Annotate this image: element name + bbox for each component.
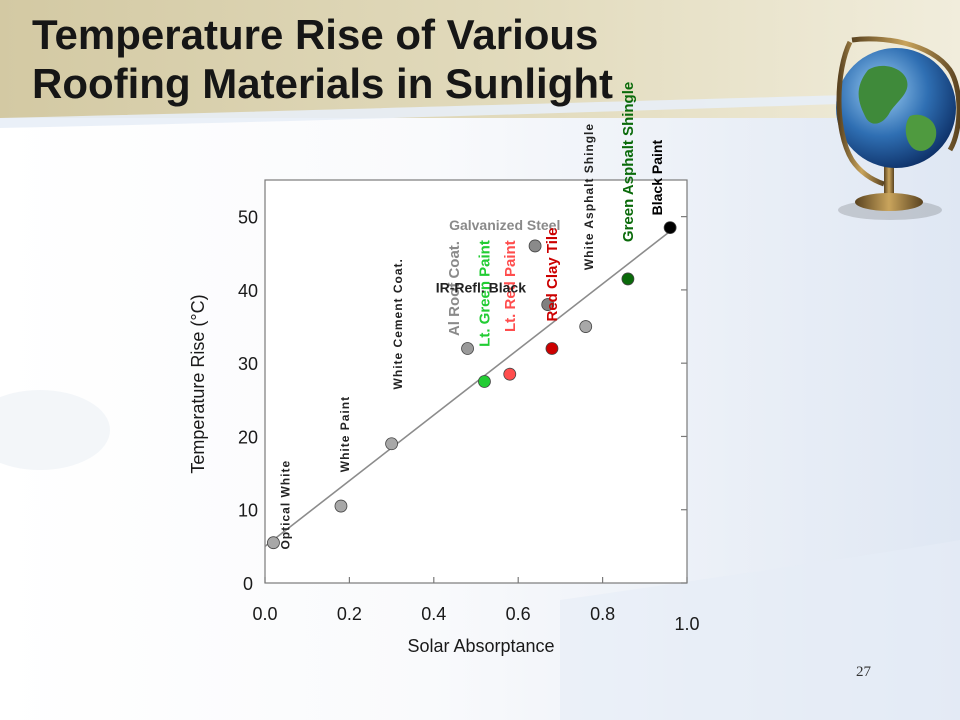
data-point: [461, 342, 474, 355]
page-number: 27: [856, 664, 871, 680]
trend-line: [264, 230, 671, 547]
point-labels: Optical White White Paint White Cement Coa…: [279, 82, 665, 550]
point-label: Black Paint: [649, 140, 665, 216]
point-label: Optical White: [279, 460, 293, 550]
y-tick-label: 10: [238, 501, 258, 521]
x-tick-label: 0.4: [421, 604, 446, 624]
x-tick-label: 0.6: [506, 604, 531, 624]
point-label: White Cement Coat.: [391, 258, 405, 389]
data-point: [541, 298, 555, 311]
data-point: [385, 437, 399, 451]
x-axis: 0.0 0.2 0.4 0.6 0.8 1.0: [252, 577, 700, 634]
y-tick-label: 0: [243, 574, 253, 594]
y-axis: 0 10 20 30 40 50: [238, 208, 687, 594]
point-label: Lt. Red Paint: [502, 240, 519, 332]
data-point: [478, 375, 491, 388]
data-points: [267, 221, 677, 550]
data-point: [621, 272, 635, 286]
data-point: [503, 367, 517, 381]
globe-icon: [836, 36, 960, 220]
x-tick-label: 0.8: [590, 604, 615, 624]
data-point: [267, 536, 280, 550]
y-tick-label: 30: [238, 354, 258, 374]
x-tick-label: 0.0: [252, 604, 277, 624]
y-axis-label: Temperature Rise (°C): [188, 294, 208, 473]
y-tick-label: 50: [238, 208, 258, 228]
x-axis-label: Solar Absorptance: [407, 636, 554, 656]
point-label: IR-Refl. Black: [436, 280, 526, 296]
slide-title-line-1: Temperature Rise of Various: [32, 11, 599, 58]
point-label: Lt. Green Paint: [477, 240, 494, 347]
slide-title: Temperature Rise of Various Roofing Mate…: [32, 10, 792, 108]
slide-title-line-2: Roofing Materials in Sunlight: [32, 60, 613, 107]
x-tick-label: 1.0: [674, 614, 699, 634]
data-point: [579, 320, 593, 333]
data-point: [663, 221, 677, 235]
point-label: Green Asphalt Shingle: [620, 82, 637, 242]
data-point: [334, 499, 348, 513]
point-label: Red Clay Tile: [544, 228, 561, 322]
y-tick-label: 40: [238, 281, 258, 301]
point-label: White Paint: [338, 396, 352, 472]
point-label: Al Roof Coat.: [446, 241, 463, 336]
x-tick-label: 0.2: [337, 604, 362, 624]
point-label: Galvanized Steel: [449, 217, 560, 233]
data-point: [528, 239, 542, 253]
data-point: [545, 342, 559, 355]
point-label: White Asphalt Shingle: [582, 123, 596, 270]
y-tick-label: 20: [238, 427, 258, 447]
